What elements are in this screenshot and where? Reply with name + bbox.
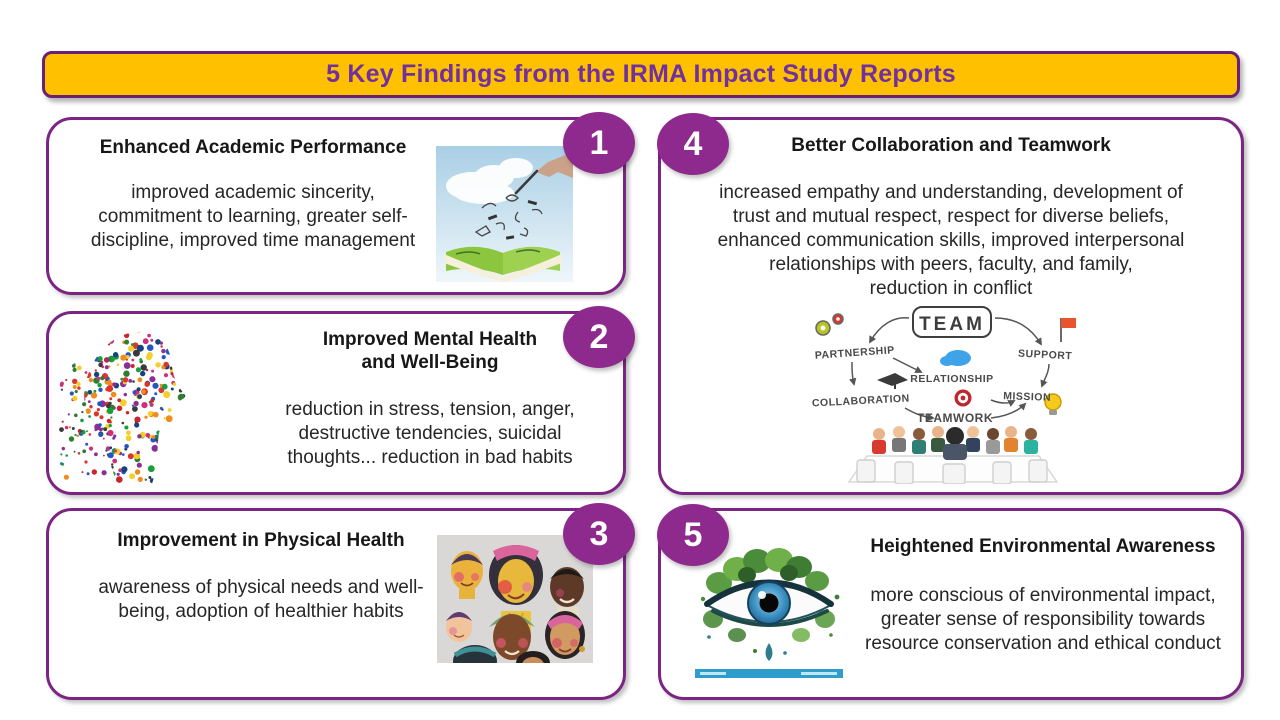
doodle-caps bbox=[487, 199, 538, 240]
target-icon bbox=[954, 389, 972, 407]
card4-body: increased empathy and understanding, dev… bbox=[699, 181, 1204, 301]
card1-text-block: Enhanced Academic Performance improved a… bbox=[77, 136, 429, 253]
cloud-icon bbox=[940, 350, 971, 366]
card1-body: improved academic sincerity, commitment … bbox=[90, 182, 416, 252]
label-support: SUPPORT bbox=[1018, 348, 1073, 363]
team-collaboration-diagram: TEAM bbox=[795, 304, 1107, 484]
face-top-left bbox=[451, 551, 483, 599]
open-book-ideas-illustration bbox=[436, 146, 573, 282]
label-collaboration: COLLABORATION bbox=[812, 392, 910, 409]
scatter-dots bbox=[59, 356, 107, 480]
card-collaboration-teamwork: 4 Better Collaboration and Teamwork incr… bbox=[657, 113, 1244, 495]
number-badge-3: 3 bbox=[563, 503, 635, 565]
card3-heading: Improvement in Physical Health bbox=[117, 530, 405, 551]
foliage-blobs bbox=[700, 548, 840, 655]
eye-shape bbox=[704, 579, 834, 661]
card2-body: reduction in stress, tension, anger, des… bbox=[285, 399, 575, 469]
cloud-shape bbox=[446, 158, 533, 204]
team-box bbox=[912, 306, 992, 338]
number-badge-1: 1 bbox=[563, 112, 635, 174]
number-badge-2: 2 bbox=[563, 306, 635, 368]
face-mid-left bbox=[446, 612, 472, 642]
colorful-dots-head-profile-illustration bbox=[59, 322, 209, 484]
label-relationship: RELATIONSHIP bbox=[910, 373, 993, 385]
hand-with-pen bbox=[514, 152, 573, 195]
card5-body: more conscious of environmental impact, … bbox=[865, 585, 1221, 655]
card4-body-main: increased empathy and understanding, dev… bbox=[717, 182, 1185, 275]
face-mid-center bbox=[489, 614, 535, 660]
watermark-bar bbox=[695, 669, 843, 678]
team-center-label: TEAM bbox=[919, 314, 985, 335]
teardrop bbox=[765, 643, 773, 661]
number-badge-5: 5 bbox=[657, 504, 729, 566]
card4-body-lastline: reduction in conflict bbox=[869, 277, 1033, 299]
card5-heading: Heightened Environmental Awareness bbox=[870, 536, 1216, 557]
card-environmental-awareness: 5 bbox=[657, 504, 1244, 700]
card2-heading: Improved Mental Health and Well-Being bbox=[322, 329, 538, 374]
page-title: 5 Key Findings from the IRMA Impact Stud… bbox=[326, 60, 956, 88]
card3-body: awareness of physical needs and well-bei… bbox=[98, 577, 424, 623]
diverse-faces-illustration bbox=[437, 535, 593, 663]
lightbulb-icon bbox=[1044, 393, 1062, 415]
card2-text-block: Improved Mental Health and Well-Being re… bbox=[249, 328, 611, 470]
card-improved-mental-health: 2 Improved Mental Health and Well-Being … bbox=[46, 306, 635, 495]
label-partnership: PARTNERSHIP bbox=[814, 344, 895, 362]
graduation-cap-icon bbox=[877, 373, 908, 389]
card1-heading: Enhanced Academic Performance bbox=[99, 137, 407, 158]
card-physical-health: 3 Improvement in Physical Health awarene… bbox=[46, 503, 635, 700]
face-top-right bbox=[550, 567, 584, 623]
card4-heading: Better Collaboration and Teamwork bbox=[791, 135, 1111, 156]
card5-text-block: Heightened Environmental Awareness more … bbox=[859, 535, 1227, 656]
card3-text-block: Improvement in Physical Health awareness… bbox=[65, 529, 457, 624]
diagram-arrows bbox=[848, 317, 1050, 422]
flag-icon bbox=[1060, 318, 1076, 342]
face-mid-right bbox=[545, 611, 585, 659]
number-badge-4: 4 bbox=[657, 113, 729, 175]
title-banner: 5 Key Findings from the IRMA Impact Stud… bbox=[42, 51, 1240, 98]
doodle-sketches bbox=[474, 194, 543, 237]
open-book bbox=[444, 246, 562, 282]
label-teamwork: TEAMWORK bbox=[917, 411, 993, 425]
people-at-table bbox=[847, 426, 1059, 484]
faces-bottom-partials bbox=[453, 645, 550, 663]
gears-icon bbox=[815, 313, 844, 336]
label-mission: MISSION bbox=[1003, 390, 1051, 404]
card4-text-block: Better Collaboration and Teamwork increa… bbox=[661, 134, 1241, 301]
card-enhanced-academic-performance: 1 Enhanced Academic Performance improved… bbox=[46, 112, 635, 295]
chairs bbox=[856, 459, 1048, 484]
